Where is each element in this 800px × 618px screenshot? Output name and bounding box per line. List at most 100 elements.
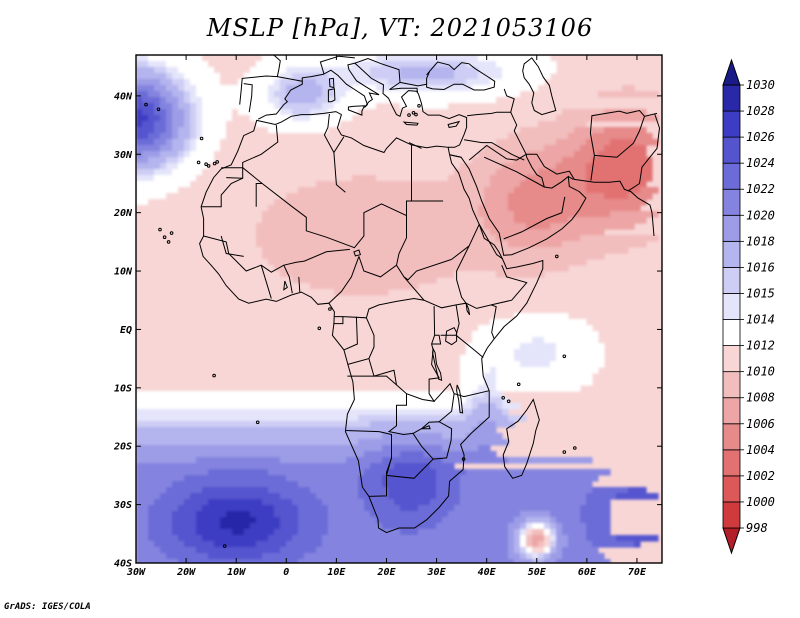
- field-cell: [550, 523, 557, 530]
- field-cell: [160, 547, 197, 554]
- field-cell: [280, 271, 455, 278]
- field-cell: [256, 229, 491, 236]
- field-cell: [376, 55, 479, 62]
- field-cell: [136, 241, 257, 248]
- field-cell: [226, 127, 269, 134]
- field-cell: [136, 55, 149, 62]
- field-cell: [280, 109, 293, 116]
- field-cell: [136, 265, 275, 272]
- field-cell: [586, 523, 611, 530]
- field-cell: [328, 523, 383, 530]
- field-cell: [538, 169, 587, 176]
- field-cell: [256, 541, 287, 548]
- field-cell: [136, 145, 161, 152]
- field-cell: [136, 169, 155, 176]
- field-cell: [568, 541, 593, 548]
- field-cell: [460, 355, 515, 362]
- field-cell: [538, 553, 545, 560]
- field-cell: [340, 97, 497, 104]
- field-cell: [280, 97, 287, 104]
- field-cell: [598, 151, 647, 158]
- field-cell: [550, 223, 635, 230]
- field-cell: [586, 181, 647, 188]
- field-cell: [364, 469, 389, 476]
- field-cell: [496, 61, 557, 68]
- field-cell: [136, 451, 365, 458]
- field-cell: [538, 121, 587, 128]
- island: [212, 373, 216, 378]
- field-cell: [610, 211, 659, 218]
- field-cell: [316, 493, 359, 500]
- field-cell: [628, 193, 653, 200]
- colorbar-label: 1000: [746, 495, 775, 509]
- field-cell: [520, 91, 599, 98]
- field-cell: [364, 505, 401, 512]
- field-cell: [358, 487, 389, 494]
- field-cell: [520, 181, 587, 188]
- colorbar-label: 1028: [746, 104, 775, 118]
- field-cell: [280, 457, 347, 464]
- field-cell: [256, 223, 485, 230]
- field-cell: [352, 175, 377, 182]
- field-cell: [298, 517, 329, 524]
- island: [158, 227, 162, 232]
- field-cell: [610, 139, 635, 146]
- field-cell: [136, 259, 269, 266]
- field-cell: [496, 271, 545, 278]
- field-cell: [310, 283, 419, 290]
- field-cell: [136, 427, 473, 434]
- field-cell: [196, 115, 203, 122]
- field-cell: [274, 505, 299, 512]
- field-cell: [298, 481, 359, 488]
- field-cell: [484, 145, 545, 152]
- field-cell: [178, 103, 191, 110]
- field-cell: [448, 511, 521, 518]
- field-cell: [502, 73, 551, 80]
- field-cell: [190, 115, 197, 122]
- coastline-sardinia: [327, 88, 336, 103]
- field-cell: [514, 349, 557, 356]
- country-border: [354, 57, 401, 90]
- x-tick-label: 10E: [327, 567, 346, 578]
- field-cell: [286, 85, 323, 92]
- field-cell: [136, 367, 461, 374]
- field-cell: [154, 127, 167, 134]
- country-border: [491, 265, 528, 306]
- island: [162, 235, 167, 239]
- field-cell: [400, 505, 419, 512]
- country-border: [433, 382, 455, 402]
- x-tick-label: 20E: [376, 567, 396, 578]
- colorbar-box: [722, 267, 741, 294]
- field-cell: [136, 499, 155, 506]
- field-cell: [148, 115, 161, 122]
- field-cell: [178, 535, 203, 542]
- field-cell: [172, 169, 203, 176]
- field-cell: [256, 517, 281, 524]
- field-cell: [580, 505, 611, 512]
- field-cell: [136, 121, 143, 128]
- field-cell: [190, 145, 197, 152]
- island: [156, 107, 161, 112]
- colorbar-box: [722, 423, 741, 451]
- field-cell: [172, 127, 179, 134]
- field-cell: [280, 103, 323, 110]
- field-cell: [478, 205, 509, 212]
- colorbar-box: [722, 84, 741, 112]
- field-cell: [460, 379, 485, 386]
- country-border: [449, 154, 462, 158]
- field-cell: [136, 289, 335, 296]
- country-border: [243, 83, 253, 113]
- field-cell: [202, 109, 233, 116]
- field-cell: [298, 529, 329, 536]
- lake-malawi: [456, 384, 464, 414]
- y-axis: 40S 30S 20S 10S EQ 10N 20N 30N 40N: [113, 91, 662, 570]
- country-border: [399, 81, 427, 87]
- field-cell: [448, 175, 491, 182]
- y-tick-label: 40N: [114, 91, 133, 102]
- field-cell: [496, 97, 587, 104]
- field-cell: [478, 211, 515, 218]
- field-cell: [184, 157, 215, 164]
- x-tick-label: 0: [283, 567, 289, 578]
- field-cell: [196, 145, 221, 152]
- field-cell: [562, 241, 647, 248]
